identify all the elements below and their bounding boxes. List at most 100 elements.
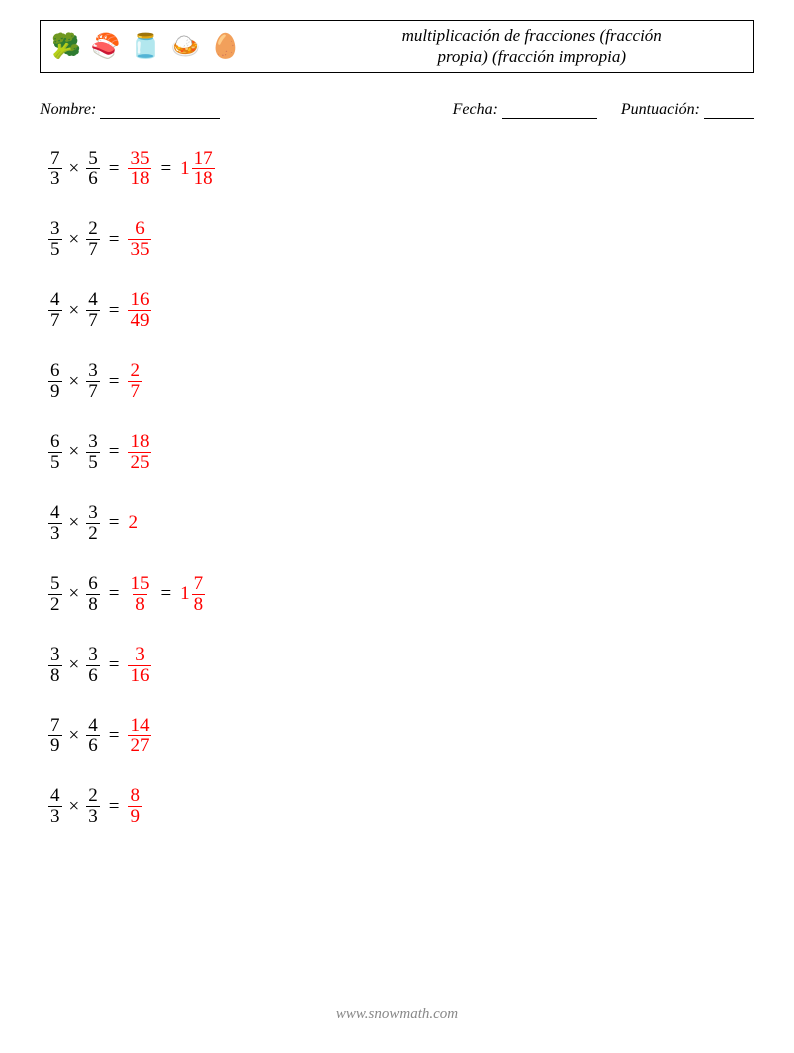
denominator: 8 <box>48 665 62 686</box>
numerator: 8 <box>128 786 142 806</box>
fraction: 23 <box>86 786 100 827</box>
denominator: 6 <box>86 168 100 189</box>
fraction: 56 <box>86 149 100 190</box>
date-label: Fecha: <box>453 101 498 118</box>
footer: www.snowmath.com <box>0 1006 794 1023</box>
answer: 89 <box>128 786 142 827</box>
numerator: 14 <box>128 716 151 736</box>
denominator: 3 <box>48 523 62 544</box>
equals: = <box>109 158 120 180</box>
answer-mixed: 178 <box>180 574 205 615</box>
denominator: 18 <box>192 168 215 189</box>
fraction: 52 <box>48 574 62 615</box>
info-row: Nombre: Fecha: Puntuación: <box>40 101 754 119</box>
equals: = <box>109 796 120 818</box>
numerator: 6 <box>48 432 62 452</box>
fraction: 43 <box>48 786 62 827</box>
numerator: 3 <box>86 645 100 665</box>
problem-row: 65×35=1825 <box>48 432 754 473</box>
denominator: 27 <box>128 735 151 756</box>
numerator: 16 <box>128 290 151 310</box>
multiply-operator: × <box>69 583 80 605</box>
denominator: 8 <box>192 594 206 615</box>
numerator: 6 <box>48 361 62 381</box>
answer: 1427 <box>128 716 151 757</box>
numerator: 18 <box>128 432 151 452</box>
numerator: 35 <box>128 149 151 169</box>
denominator: 7 <box>48 310 62 331</box>
numerator: 3 <box>86 361 100 381</box>
multiply-operator: × <box>69 229 80 251</box>
equals: = <box>109 229 120 251</box>
answer-whole: 2 <box>128 512 138 534</box>
numerator: 3 <box>48 645 62 665</box>
equals: = <box>109 371 120 393</box>
fraction: 1649 <box>128 290 151 331</box>
problem-row: 73×56=3518=11718 <box>48 149 754 190</box>
multiply-operator: × <box>69 512 80 534</box>
numerator: 3 <box>86 503 100 523</box>
title-line-1: multiplicación de fracciones (fracción <box>402 26 662 45</box>
broccoli-icon: 🥦 <box>51 32 81 61</box>
equals: = <box>109 512 120 534</box>
denominator: 8 <box>86 594 100 615</box>
numerator: 4 <box>86 290 100 310</box>
fraction: 27 <box>128 361 142 402</box>
score-blank[interactable] <box>704 103 754 119</box>
problem-row: 38×36=316 <box>48 645 754 686</box>
fraction: 73 <box>48 149 62 190</box>
multiply-operator: × <box>69 441 80 463</box>
problem-row: 43×32=2 <box>48 503 754 544</box>
problems-list: 73×56=3518=1171835×27=63547×47=164969×37… <box>40 149 754 828</box>
multiply-operator: × <box>69 796 80 818</box>
numerator: 7 <box>192 574 206 594</box>
fraction: 68 <box>86 574 100 615</box>
fraction: 1825 <box>128 432 151 473</box>
fraction: 635 <box>128 219 151 260</box>
fraction: 37 <box>86 361 100 402</box>
fraction: 38 <box>48 645 62 686</box>
problem-row: 52×68=158=178 <box>48 574 754 615</box>
fraction: 27 <box>86 219 100 260</box>
problem-row: 43 × 23 = 89 <box>48 786 754 827</box>
date-blank[interactable] <box>502 103 597 119</box>
numerator: 5 <box>86 149 100 169</box>
answer: 158 <box>128 574 151 615</box>
multiply-operator: × <box>69 371 80 393</box>
jar-icon: 🫙 <box>131 32 161 61</box>
denominator: 35 <box>128 239 151 260</box>
denominator: 2 <box>48 594 62 615</box>
equals: = <box>160 583 171 605</box>
numerator: 17 <box>192 149 215 169</box>
numerator: 7 <box>48 149 62 169</box>
numerator: 6 <box>133 219 147 239</box>
fraction: 316 <box>128 645 151 686</box>
answer: 3518 <box>128 149 151 190</box>
numerator: 7 <box>48 716 62 736</box>
denominator: 3 <box>48 806 62 827</box>
denominator: 3 <box>86 806 100 827</box>
fraction: 69 <box>48 361 62 402</box>
numerator: 3 <box>86 432 100 452</box>
fraction: 1718 <box>192 149 215 190</box>
answer: 1825 <box>128 432 151 473</box>
fraction: 47 <box>48 290 62 331</box>
fraction: 3518 <box>128 149 151 190</box>
name-blank[interactable] <box>100 103 220 119</box>
header-box: 🥦🍣🫙🍛🥚 multiplicación de fracciones (frac… <box>40 20 754 73</box>
denominator: 2 <box>86 523 100 544</box>
footer-text: www.snowmath.com <box>336 1006 458 1022</box>
fraction: 36 <box>86 645 100 686</box>
denominator: 5 <box>48 239 62 260</box>
denominator: 8 <box>133 594 147 615</box>
numerator: 2 <box>86 219 100 239</box>
denominator: 6 <box>86 665 100 686</box>
equals: = <box>109 441 120 463</box>
denominator: 18 <box>128 168 151 189</box>
answer: 635 <box>128 219 151 260</box>
fraction: 46 <box>86 716 100 757</box>
numerator: 4 <box>48 503 62 523</box>
mixed-whole: 1 <box>180 583 190 605</box>
numerator: 4 <box>86 716 100 736</box>
denominator: 5 <box>48 452 62 473</box>
